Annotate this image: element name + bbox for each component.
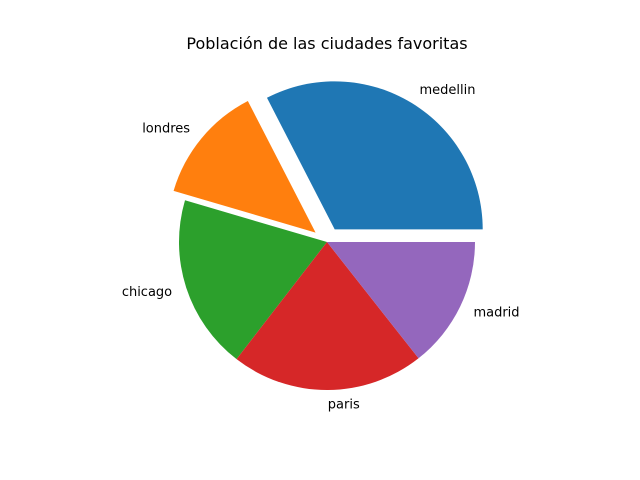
pie-label-medellin: medellin: [419, 83, 475, 98]
pie-slices: [173, 81, 483, 390]
pie-slice-chicago: [179, 200, 327, 360]
pie-slice-medellin: [266, 81, 483, 230]
chart-title: Población de las ciudades favoritas: [186, 34, 467, 53]
pie-slice-madrid: [327, 242, 475, 359]
pie-label-paris: paris: [328, 397, 360, 412]
pie-slice-londres: [173, 100, 316, 233]
pie-label-chicago: chicago: [122, 285, 172, 300]
pie-labels: medellin londres chicago paris madrid: [122, 83, 520, 412]
pie-label-madrid: madrid: [473, 306, 519, 321]
pie-slice-paris: [236, 242, 419, 390]
pie-label-londres: londres: [142, 121, 190, 136]
